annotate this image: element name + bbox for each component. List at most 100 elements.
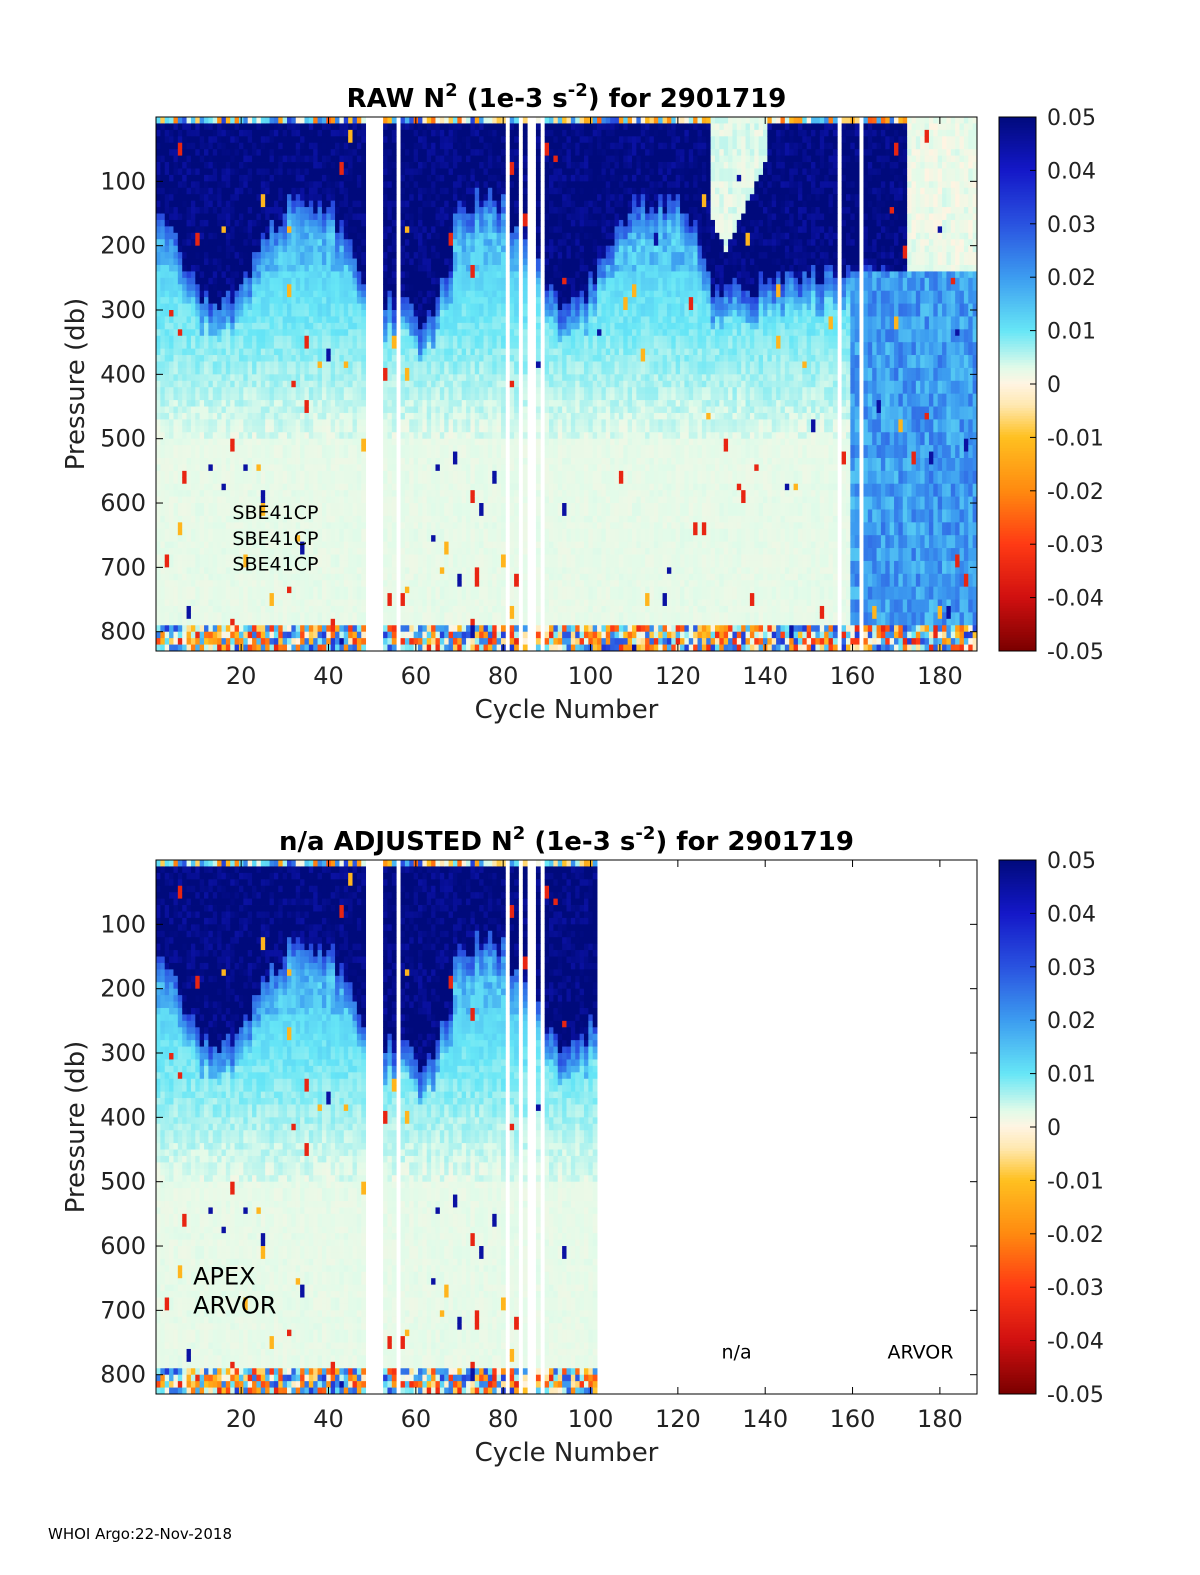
heatmap-cell	[287, 265, 292, 272]
heatmap-cell	[208, 304, 213, 311]
heatmap-cell	[409, 233, 414, 240]
heatmap-cell	[165, 149, 170, 156]
heatmap-cell	[208, 297, 213, 304]
heatmap-cell	[195, 239, 200, 246]
heatmap-cell	[213, 407, 218, 414]
heatmap-cell	[383, 477, 388, 484]
heatmap-cell	[435, 259, 440, 266]
heatmap-cell	[392, 349, 397, 356]
heatmap-cell	[405, 503, 410, 510]
heatmap-cell	[169, 361, 174, 368]
heatmap-cell	[261, 452, 266, 459]
heatmap-cell	[291, 130, 296, 137]
heatmap-cell	[169, 181, 174, 188]
heatmap-cell	[265, 490, 270, 497]
heatmap-cell	[178, 239, 183, 246]
heatmap-cell	[226, 175, 231, 182]
heatmap-cell	[204, 464, 209, 471]
heatmap-cell	[422, 175, 427, 182]
heatmap-cell	[348, 239, 353, 246]
heatmap-cell	[265, 310, 270, 317]
heatmap-cell	[182, 181, 187, 188]
heatmap-cell	[178, 381, 183, 388]
heatmap-cell	[195, 535, 200, 542]
heatmap-cell	[387, 554, 392, 561]
heatmap-cell	[300, 252, 305, 259]
heatmap-cell	[270, 123, 275, 130]
heatmap-cell	[353, 201, 358, 208]
heatmap-cell	[226, 600, 231, 607]
heatmap-cell	[348, 471, 353, 478]
heatmap-cell	[335, 381, 340, 388]
heatmap-cell	[300, 458, 305, 465]
heatmap-cell	[300, 645, 305, 652]
heatmap-cell	[270, 207, 275, 214]
heatmap-cell	[431, 175, 436, 182]
heatmap-cell	[427, 342, 432, 349]
heatmap-cell	[165, 355, 170, 362]
heatmap-cell	[226, 638, 231, 645]
heatmap-cell	[200, 419, 205, 426]
heatmap-cell	[409, 561, 414, 568]
heatmap-cell	[322, 548, 327, 555]
heatmap-cell	[235, 304, 240, 311]
heatmap-cell	[283, 413, 288, 420]
heatmap-cell	[200, 413, 205, 420]
heatmap-cell	[226, 645, 231, 652]
heatmap-cell	[387, 181, 392, 188]
heatmap-cell	[392, 580, 397, 587]
heatmap-cell	[191, 445, 196, 452]
heatmap-cell	[296, 194, 301, 201]
heatmap-cell	[239, 471, 244, 478]
heatmap-cell	[344, 136, 349, 143]
heatmap-cell	[344, 612, 349, 619]
heatmap-cell	[331, 593, 336, 600]
heatmap-cell	[239, 149, 244, 156]
heatmap-cell	[283, 638, 288, 645]
heatmap-cell	[283, 252, 288, 259]
heatmap-cell	[226, 207, 231, 214]
heatmap-cell	[427, 516, 432, 523]
heatmap-cell	[243, 413, 248, 420]
heatmap-cell	[283, 407, 288, 414]
heatmap-cell	[208, 477, 213, 484]
heatmap-cell	[357, 606, 362, 613]
heatmap-cell	[239, 310, 244, 317]
heatmap-cell	[353, 143, 358, 150]
heatmap-cell	[173, 310, 178, 317]
heatmap-cell	[335, 484, 340, 491]
heatmap-cell	[169, 284, 174, 291]
heatmap-cell	[387, 304, 392, 311]
heatmap-cell	[195, 567, 200, 574]
heatmap-cell	[339, 606, 344, 613]
heatmap-cell	[208, 400, 213, 407]
heatmap-cell	[401, 130, 406, 137]
heatmap-cell	[335, 593, 340, 600]
heatmap-cell	[357, 207, 362, 214]
heatmap-cell	[300, 136, 305, 143]
heatmap-cell	[195, 522, 200, 529]
heatmap-cell	[213, 278, 218, 285]
heatmap-cell	[318, 143, 323, 150]
heatmap-cell	[422, 561, 427, 568]
heatmap-cell	[283, 471, 288, 478]
heatmap-cell	[261, 619, 266, 626]
heatmap-cell	[226, 156, 231, 163]
heatmap-cell	[414, 162, 419, 169]
heatmap-cell	[318, 625, 323, 632]
heatmap-cell	[335, 625, 340, 632]
heatmap-cell	[165, 645, 170, 652]
heatmap-cell	[300, 130, 305, 137]
heatmap-cell	[274, 304, 279, 311]
heatmap-cell	[339, 509, 344, 516]
heatmap-cell	[235, 329, 240, 336]
heatmap-cell	[387, 413, 392, 420]
heatmap-cell	[195, 336, 200, 343]
heatmap-cell	[182, 522, 187, 529]
heatmap-cell	[182, 439, 187, 446]
heatmap-cell	[274, 259, 279, 266]
heatmap-cell	[435, 143, 440, 150]
heatmap-cell	[287, 239, 292, 246]
heatmap-cell	[261, 374, 266, 381]
heatmap-cell	[387, 143, 392, 150]
